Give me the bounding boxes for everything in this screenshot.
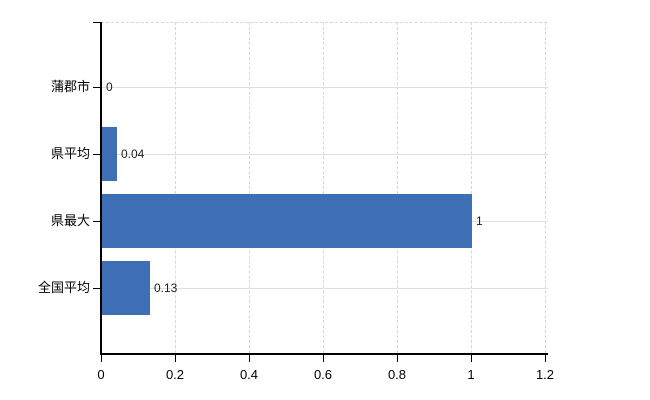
- y-axis-tick-label: 全国平均: [37, 280, 90, 295]
- x-axis-tick: [175, 355, 176, 362]
- bar-value-label: 1: [476, 214, 483, 228]
- bar: [102, 194, 472, 248]
- y-axis-tick: [93, 87, 101, 88]
- gridline-vertical: [249, 22, 250, 353]
- x-axis-tick-label: 0.4: [239, 367, 259, 382]
- x-axis-tick-label: 0.8: [387, 367, 407, 382]
- x-axis-line: [100, 353, 548, 355]
- x-axis-tick-label: 1: [467, 367, 475, 382]
- y-axis-tick-label: 県平均: [50, 146, 90, 161]
- plot-top-border: [101, 22, 547, 23]
- x-axis-tick-label: 0.2: [165, 367, 185, 382]
- y-axis-tick: [93, 221, 101, 222]
- x-axis-tick: [397, 355, 398, 362]
- gridline-horizontal: [102, 87, 548, 88]
- bar: [102, 261, 150, 315]
- gridline-vertical: [471, 22, 472, 353]
- gridline-vertical: [397, 22, 398, 353]
- y-axis-line: [100, 22, 102, 353]
- gridline-vertical: [175, 22, 176, 353]
- bar-value-label: 0.13: [154, 281, 178, 295]
- y-axis-tick-label: 県最大: [50, 213, 90, 228]
- bar-value-label: 0.04: [121, 147, 145, 161]
- x-axis-tick: [323, 355, 324, 362]
- x-axis-tick-label: 1.2: [535, 367, 555, 382]
- y-axis-tick: [93, 288, 101, 289]
- gridline-vertical: [545, 22, 546, 353]
- x-axis-tick: [545, 355, 546, 362]
- y-axis-top-tick: [93, 22, 101, 23]
- x-axis-tick-label: 0.6: [313, 367, 333, 382]
- x-axis-tick: [249, 355, 250, 362]
- x-axis-tick: [101, 355, 102, 362]
- x-axis-tick-label: 0: [97, 367, 105, 382]
- bar-value-label: 0: [106, 80, 113, 94]
- gridline-horizontal: [102, 154, 548, 155]
- x-axis-tick: [471, 355, 472, 362]
- gridline-vertical: [323, 22, 324, 353]
- bar: [102, 127, 117, 181]
- gridline-horizontal: [102, 288, 548, 289]
- y-axis-tick: [93, 154, 101, 155]
- y-axis-tick-label: 蒲郡市: [50, 79, 90, 94]
